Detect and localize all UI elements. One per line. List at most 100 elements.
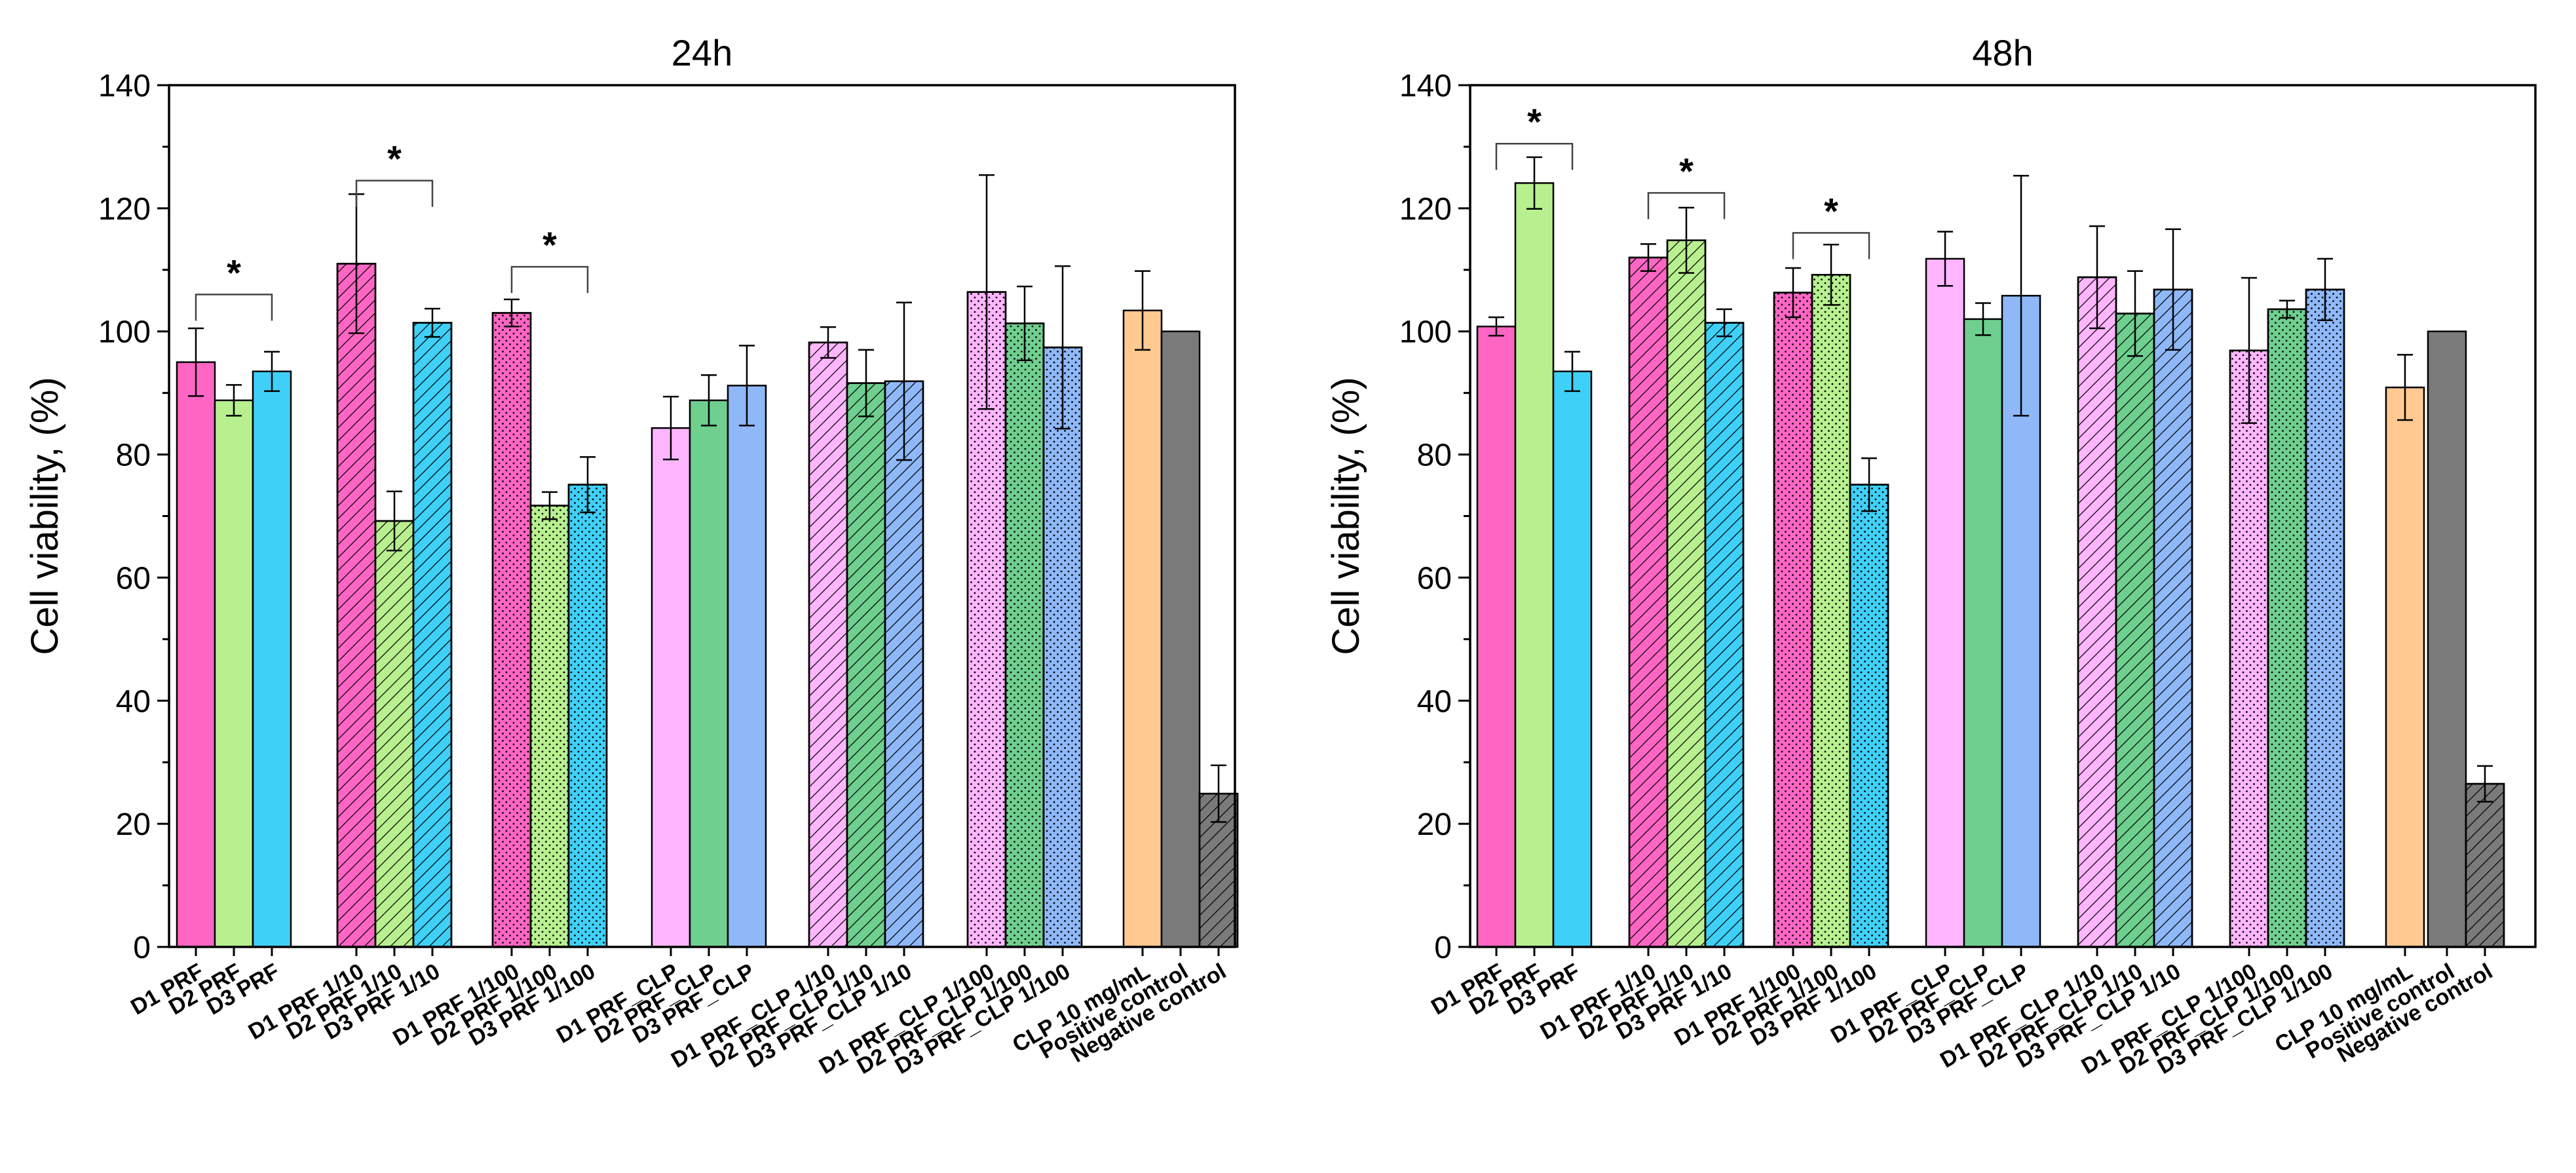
error-bar bbox=[701, 374, 717, 427]
bar bbox=[1122, 309, 1163, 948]
significance-star: * bbox=[1527, 101, 1542, 142]
y-tick-label: 40 bbox=[1417, 684, 1452, 719]
error-bar bbox=[2241, 277, 2257, 424]
y-tick-label: 100 bbox=[1399, 315, 1452, 350]
y-tick-label: 140 bbox=[98, 69, 151, 104]
significance-bracket: * bbox=[1792, 190, 1870, 260]
error-bar bbox=[1937, 231, 1953, 287]
error-bar bbox=[188, 327, 204, 397]
y-tick-label: 0 bbox=[133, 931, 151, 965]
bar bbox=[176, 361, 216, 948]
error-bar bbox=[1211, 764, 1226, 823]
bar bbox=[1160, 330, 1201, 948]
y-axis-label: Cell viability, (%) bbox=[24, 377, 66, 655]
error-bar bbox=[2477, 765, 2493, 803]
bar bbox=[1476, 325, 1517, 948]
significance-star: * bbox=[387, 138, 402, 180]
error-bar bbox=[1716, 308, 1732, 337]
chart-title: 48h bbox=[1972, 32, 2033, 73]
y-tick-label: 100 bbox=[98, 315, 151, 350]
error-bar bbox=[387, 490, 402, 552]
bar-pattern-overlay bbox=[2305, 288, 2345, 948]
bar-pattern-overlay bbox=[412, 322, 453, 948]
significance-bracket: * bbox=[195, 252, 273, 321]
bar bbox=[727, 385, 767, 948]
significance-star: * bbox=[1824, 190, 1838, 231]
error-bar bbox=[1785, 267, 1801, 318]
error-bar bbox=[1564, 351, 1580, 393]
error-bar bbox=[820, 326, 836, 359]
bar bbox=[252, 370, 292, 948]
bar-pattern-overlay bbox=[808, 341, 848, 948]
error-bar bbox=[1861, 457, 1877, 512]
bar-pattern-overlay bbox=[1849, 484, 1889, 948]
y-axis-label: Cell viability, (%) bbox=[1325, 377, 1367, 655]
significance-bracket: * bbox=[355, 138, 434, 207]
significance-bracket: * bbox=[510, 224, 589, 294]
significance-star: * bbox=[542, 224, 557, 265]
bar bbox=[2427, 330, 2467, 948]
bar-pattern-overlay bbox=[374, 520, 415, 948]
error-bar bbox=[2089, 225, 2105, 330]
error-bar bbox=[2317, 258, 2333, 322]
bar-pattern-overlay bbox=[2077, 276, 2117, 948]
bracket-line bbox=[195, 294, 273, 321]
bar bbox=[1925, 258, 1965, 948]
bar-pattern-overlay bbox=[1666, 239, 1707, 948]
y-tick-label: 20 bbox=[116, 807, 151, 842]
bar-pattern-overlay bbox=[1773, 292, 1813, 948]
bracket-line bbox=[1495, 142, 1574, 170]
bar-pattern-overlay bbox=[1042, 346, 1083, 948]
error-bar bbox=[542, 491, 558, 520]
bar bbox=[214, 399, 254, 948]
bracket-line bbox=[1647, 192, 1726, 220]
bracket-line bbox=[510, 265, 589, 294]
error-bar bbox=[580, 456, 596, 514]
error-bar bbox=[663, 396, 679, 461]
bar-pattern-overlay bbox=[2465, 782, 2505, 948]
error-bar bbox=[2127, 270, 2143, 357]
error-bar bbox=[858, 349, 874, 417]
chart-panel-48h: 48h Cell viability, (%) 0 20 40 60 80 100 120 140… bbox=[1325, 32, 2537, 1079]
y-tick-label: 0 bbox=[1434, 931, 1452, 965]
error-bar bbox=[264, 351, 280, 393]
chart-title: 24h bbox=[672, 32, 732, 73]
bar-pattern-overlay bbox=[336, 263, 377, 948]
error-bar bbox=[979, 174, 994, 410]
error-bar bbox=[1135, 270, 1150, 351]
error-bar bbox=[2013, 174, 2029, 417]
error-bar bbox=[896, 301, 912, 461]
error-bar bbox=[2279, 299, 2295, 319]
bar-pattern-overlay bbox=[2153, 288, 2193, 948]
error-bar bbox=[1823, 244, 1839, 306]
bar-pattern-overlay bbox=[2229, 349, 2269, 948]
y-tick-label: 60 bbox=[1417, 561, 1452, 596]
error-bar bbox=[1640, 243, 1656, 272]
significance-bracket: * bbox=[1495, 101, 1574, 170]
bar-pattern-overlay bbox=[491, 312, 532, 948]
error-bar bbox=[1488, 316, 1504, 337]
error-bar bbox=[1678, 206, 1694, 274]
axes-frame bbox=[168, 84, 1236, 948]
bar-pattern-overlay bbox=[529, 505, 570, 948]
bar bbox=[2385, 386, 2425, 948]
significance-bracket: * bbox=[1647, 150, 1726, 220]
error-bar bbox=[425, 307, 440, 338]
bar-pattern-overlay bbox=[846, 382, 886, 948]
bar bbox=[689, 399, 729, 948]
error-bar bbox=[1526, 156, 1542, 210]
error-bar bbox=[1017, 285, 1032, 362]
significance-star: * bbox=[1679, 150, 1694, 191]
bracket-line bbox=[355, 180, 434, 207]
error-bar bbox=[226, 384, 242, 417]
axes-frame bbox=[1469, 84, 2537, 948]
error-bar bbox=[2397, 354, 2413, 421]
y-tick-label: 60 bbox=[116, 561, 151, 596]
bar bbox=[1963, 318, 2003, 948]
bar-pattern-overlay bbox=[1704, 322, 1745, 948]
bar bbox=[1552, 370, 1593, 948]
bar bbox=[1514, 182, 1555, 948]
y-tick-label: 20 bbox=[1417, 807, 1452, 842]
y-tick-label: 80 bbox=[116, 438, 151, 473]
